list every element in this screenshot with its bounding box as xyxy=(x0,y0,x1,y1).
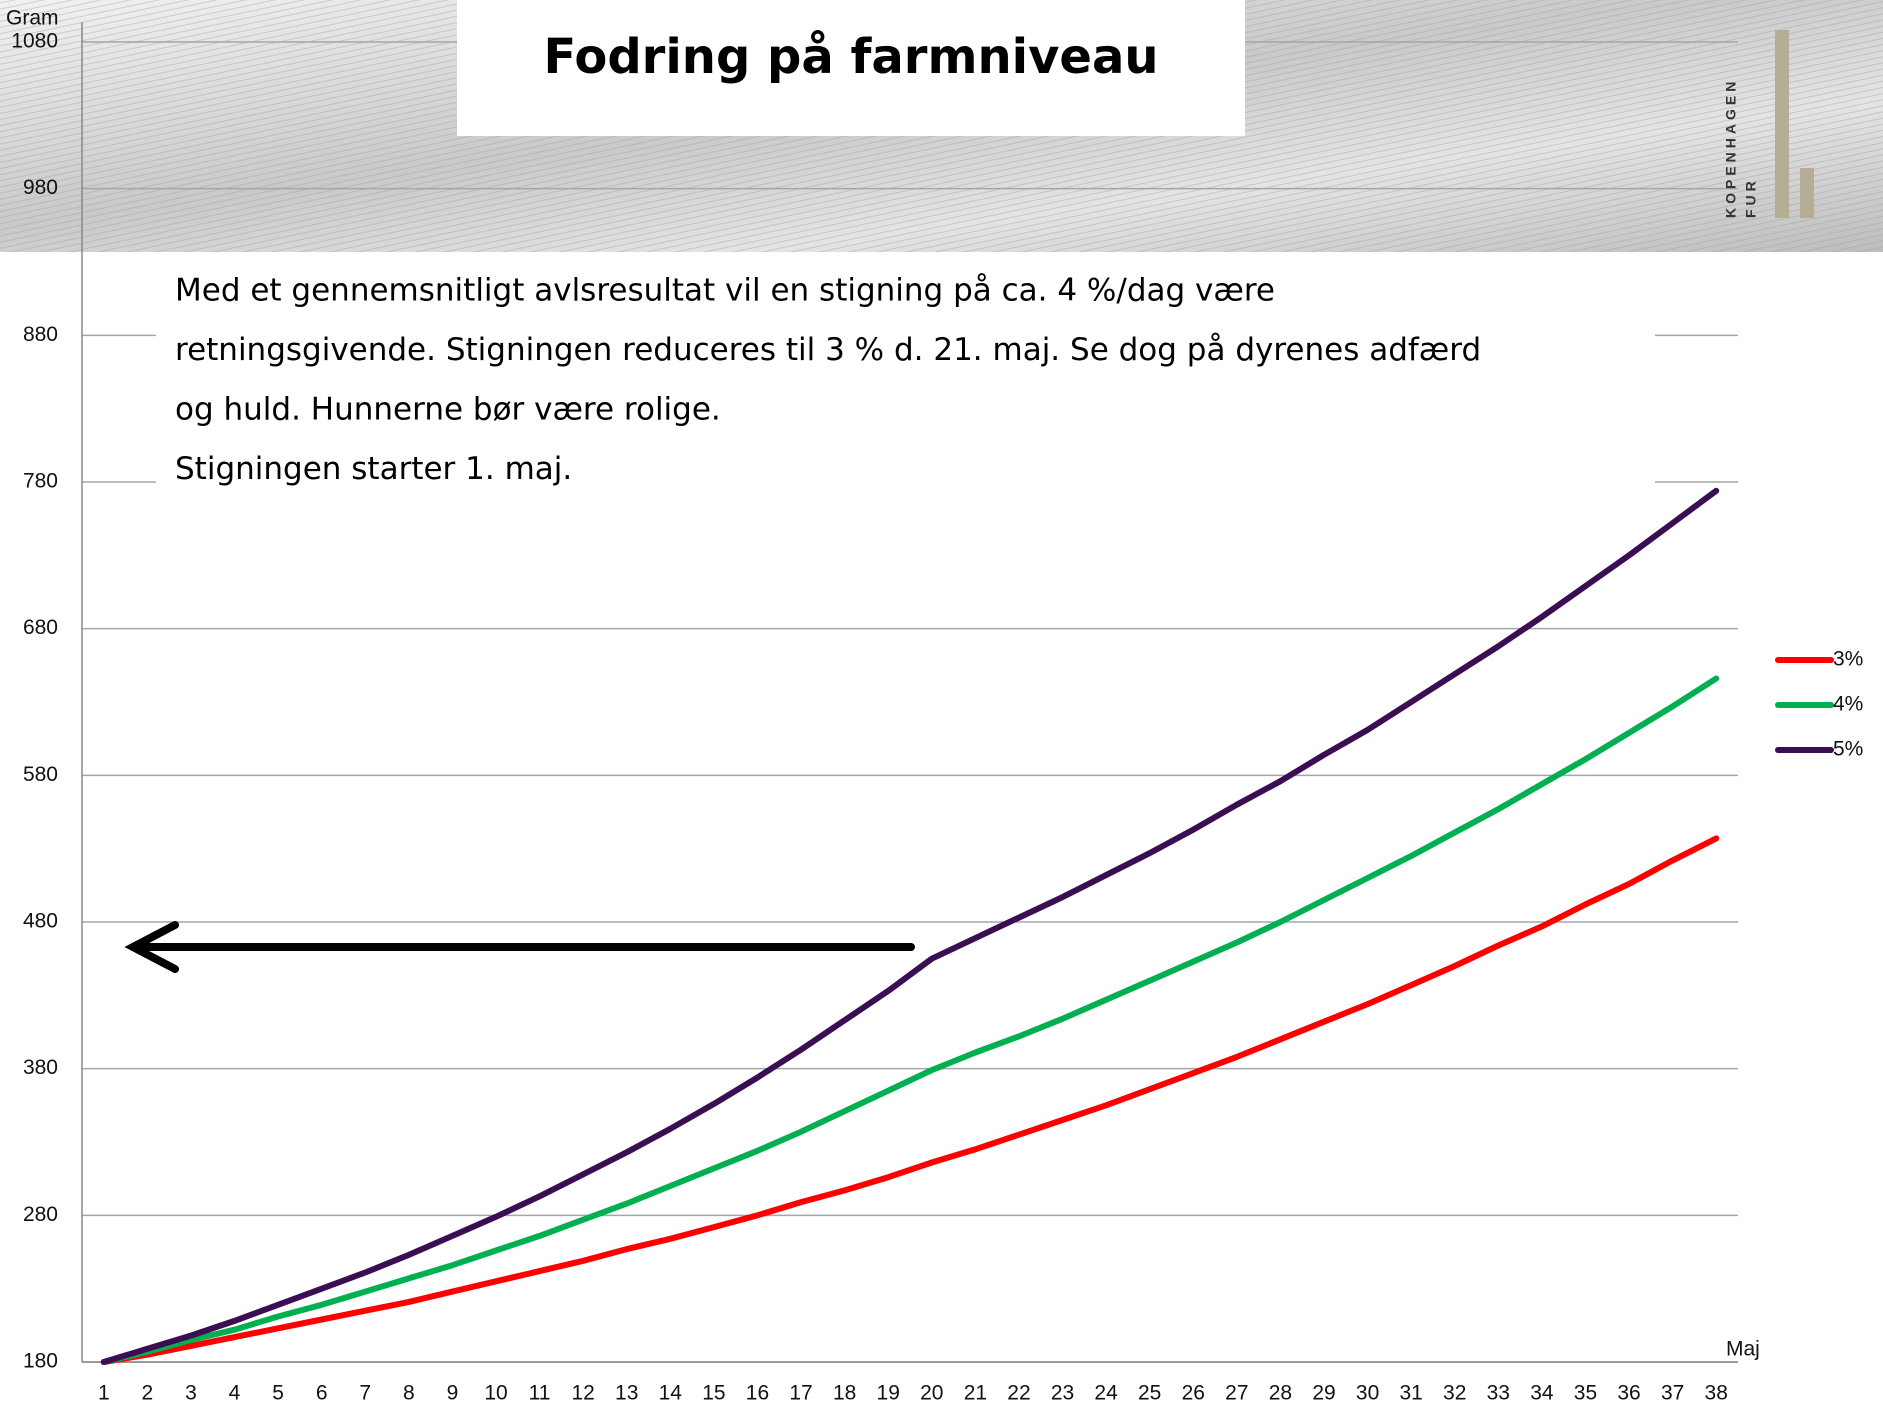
x-tick-label: 5 xyxy=(272,1382,284,1405)
x-tick-label: 31 xyxy=(1399,1382,1422,1405)
plot xyxy=(104,491,1716,1362)
logo-text: KOPENHAGEN xyxy=(1723,78,1739,218)
annotation-line: Stigningen starter 1. maj. xyxy=(175,451,572,487)
y-tick-label: 480 xyxy=(23,910,58,933)
legend-label: 4% xyxy=(1833,693,1863,716)
x-tick-label: 2 xyxy=(142,1382,154,1405)
x-tick-label: 28 xyxy=(1269,1382,1292,1405)
x-tick-label: 19 xyxy=(877,1382,900,1405)
legend-label: 5% xyxy=(1833,738,1863,761)
x-tick-label: 25 xyxy=(1138,1382,1161,1405)
x-tick-label: 24 xyxy=(1094,1382,1118,1405)
chart-title: Fodring på farmniveau xyxy=(544,29,1159,85)
x-tick-label: 16 xyxy=(746,1382,769,1405)
logo-text: FUR xyxy=(1743,177,1759,218)
y-tick-label: 580 xyxy=(23,763,58,786)
x-tick-label: 22 xyxy=(1007,1382,1030,1405)
x-tick-label: 17 xyxy=(789,1382,812,1405)
x-tick-label: 29 xyxy=(1312,1382,1335,1405)
x-tick-label: 11 xyxy=(529,1382,551,1405)
x-tick-label: 7 xyxy=(359,1382,371,1405)
x-tick-label: 35 xyxy=(1574,1382,1597,1405)
y-tick-label: 680 xyxy=(23,616,58,639)
x-tick-label: 18 xyxy=(833,1382,856,1405)
y-tick-label: 1080 xyxy=(11,30,58,53)
x-tick-label: 13 xyxy=(615,1382,638,1405)
legend-label: 3% xyxy=(1833,648,1863,671)
series-line xyxy=(104,838,1716,1362)
x-tick-label: 8 xyxy=(403,1382,415,1405)
x-tick-label: 6 xyxy=(316,1382,328,1405)
y-tick-label: 180 xyxy=(23,1350,58,1373)
y-tick-label: 780 xyxy=(23,470,58,493)
legend: 3% 4% 5% xyxy=(1778,648,1863,761)
annotation-line: og huld. Hunnerne bør være rolige. xyxy=(175,392,721,428)
arrow xyxy=(133,925,911,969)
x-tick-label: 33 xyxy=(1487,1382,1510,1405)
x-tick-label: 20 xyxy=(920,1382,943,1405)
y-tick-label: 880 xyxy=(23,323,58,346)
annotation-line: Med et gennemsnitligt avlsresultat vil e… xyxy=(175,273,1275,309)
y-tick-label: 980 xyxy=(23,176,58,199)
x-tick-label: 30 xyxy=(1356,1382,1379,1405)
chart: Fodring på farmniveau Med et gennemsnitl… xyxy=(0,0,1883,1411)
x-tick-label: 23 xyxy=(1051,1382,1074,1405)
x-tick-label: 21 xyxy=(964,1382,987,1405)
x-tick-label: 3 xyxy=(185,1382,197,1405)
annotation-line: retningsgivende. Stigningen reduceres ti… xyxy=(175,332,1481,368)
y-tick-label: 280 xyxy=(23,1203,58,1226)
x-tick-label: 34 xyxy=(1530,1382,1554,1405)
x-tick-label: 14 xyxy=(659,1382,683,1405)
x-tick-label: 12 xyxy=(571,1382,594,1405)
series-line xyxy=(104,679,1716,1363)
x-tick-label: 9 xyxy=(447,1382,459,1405)
x-tick-label: 37 xyxy=(1661,1382,1684,1405)
y-tick-label: 380 xyxy=(23,1056,58,1079)
x-axis-label: Maj xyxy=(1726,1338,1760,1361)
x-tick-label: 10 xyxy=(484,1382,507,1405)
x-tick-label: 36 xyxy=(1617,1382,1640,1405)
x-tick-label: 26 xyxy=(1182,1382,1205,1405)
x-tick-label: 38 xyxy=(1705,1382,1728,1405)
x-tick-label: 15 xyxy=(702,1382,725,1405)
y-axis-label: Gram xyxy=(6,7,59,30)
x-tick-label: 1 xyxy=(98,1382,110,1405)
x-tick-label: 32 xyxy=(1443,1382,1466,1405)
x-tick-label: 4 xyxy=(229,1382,241,1405)
series-line xyxy=(104,491,1716,1362)
x-tick-label: 27 xyxy=(1225,1382,1248,1405)
